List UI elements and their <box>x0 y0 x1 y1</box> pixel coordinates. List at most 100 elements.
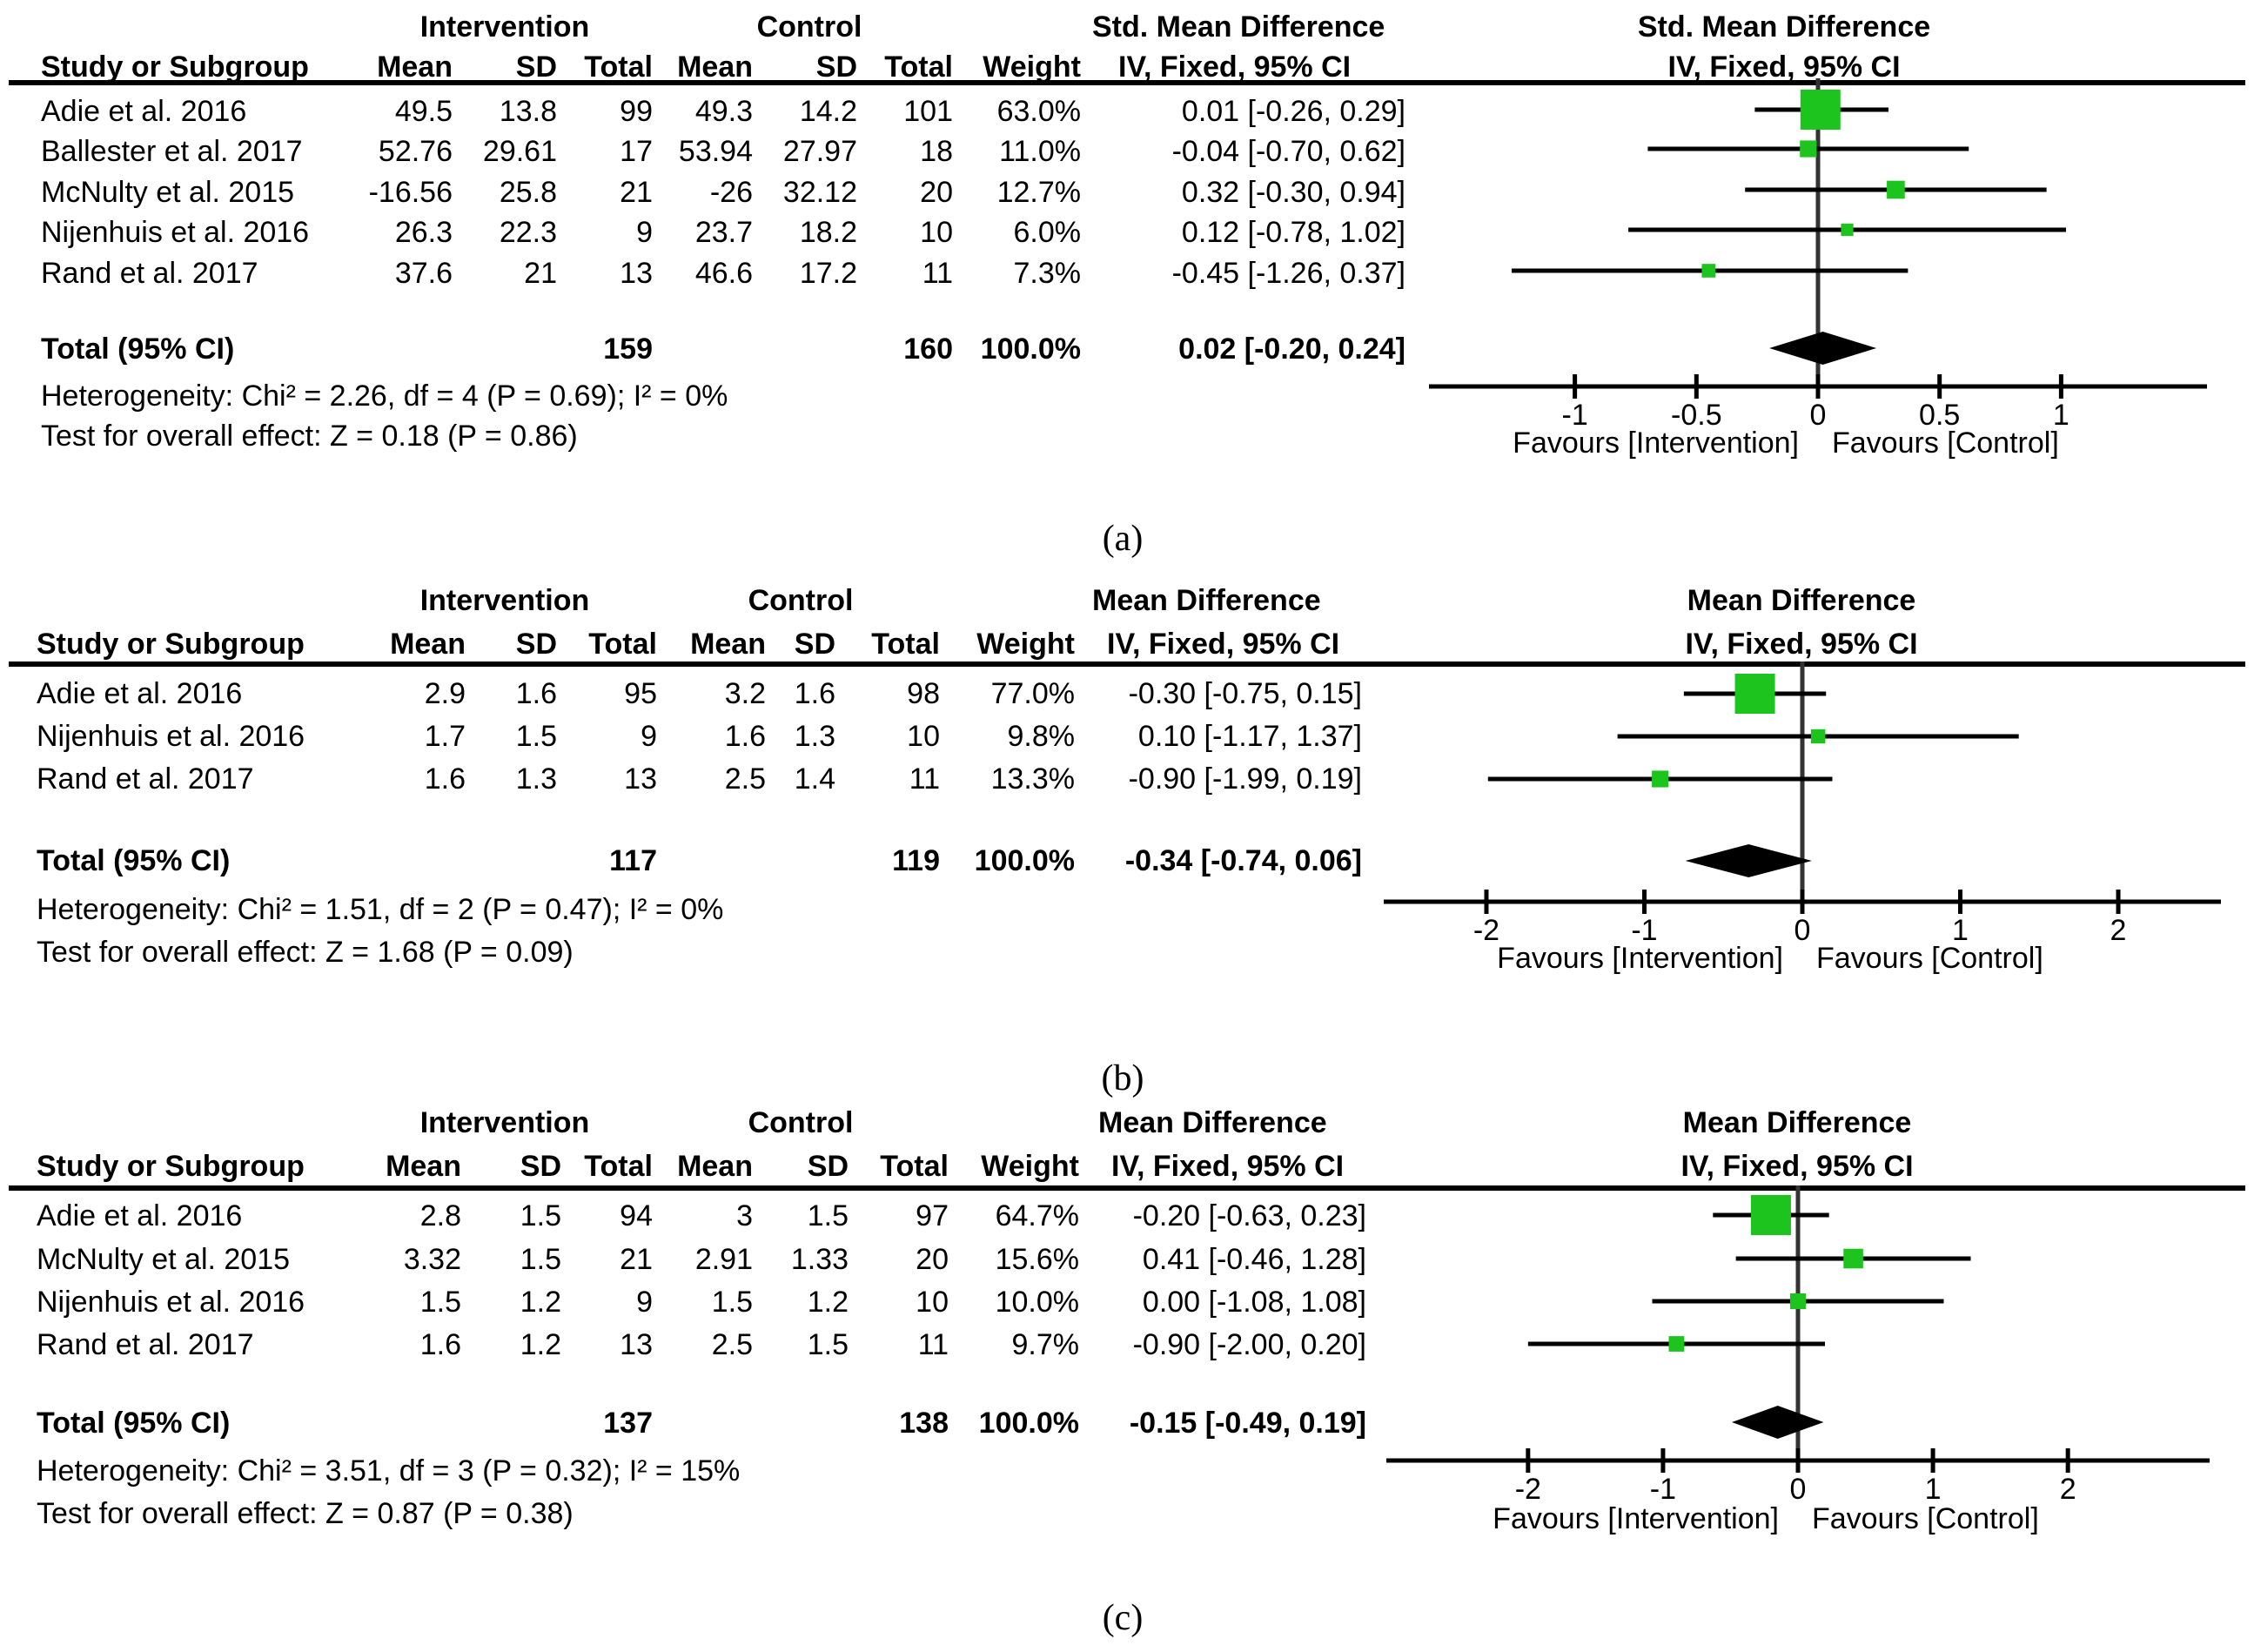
forest-panel-c: Intervention Control Mean Difference IV,… <box>0 1097 2254 1652</box>
ctl-total: 101 <box>903 95 953 128</box>
header-effect-method: IV, Fixed, 95% CI <box>1111 1150 1345 1183</box>
heterogeneity-text: Heterogeneity: Chi² = 1.51, df = 2 (P = … <box>37 893 724 926</box>
col-ctl-sd: SD <box>794 628 835 661</box>
col-ctl-mean: Mean <box>677 50 753 84</box>
forest-plot-c: -2 -1 0 1 2 Favours [Intervention] Favours [Co… <box>1386 1185 2210 1535</box>
total-label: Total (95% CI) <box>37 844 231 877</box>
plot-method: IV, Fixed, 95% CI <box>1667 50 1901 84</box>
study-name: Rand et al. 2017 <box>37 762 254 796</box>
col-int-total: Total <box>588 628 657 661</box>
int-sd: 1.5 <box>520 1243 561 1276</box>
header-control: Control <box>748 584 854 617</box>
header-intervention: Intervention <box>419 10 590 44</box>
col-weight: Weight <box>983 50 1081 84</box>
ctl-mean: 23.7 <box>694 216 753 249</box>
ci-text: 0.32 [-0.30, 0.94] <box>1181 176 1405 209</box>
col-study: Study or Subgroup <box>37 628 305 661</box>
int-mean: 1.7 <box>424 720 466 753</box>
int-sd: 21 <box>524 257 557 290</box>
int-sd: 1.5 <box>515 720 557 753</box>
int-total: 21 <box>620 176 653 209</box>
ci-text: 0.41 [-0.46, 1.28] <box>1142 1243 1366 1276</box>
ci-text: 0.00 [-1.08, 1.08] <box>1142 1286 1366 1319</box>
col-weight: Weight <box>976 628 1075 661</box>
ctl-total: 10 <box>916 1286 949 1319</box>
weight: 10.0% <box>995 1286 1079 1319</box>
x-tick-label: 0.5 <box>1919 399 1960 432</box>
favours-right-label: Favours [Control] <box>1832 426 2059 460</box>
col-study: Study or Subgroup <box>41 50 309 84</box>
x-tick-label: 2 <box>2110 914 2127 947</box>
x-tick-label: 0 <box>1810 399 1827 432</box>
ctl-total: 20 <box>916 1243 949 1276</box>
forest-panel-a: Intervention Control Std. Mean Differenc… <box>0 0 2254 557</box>
ctl-sd: 14.2 <box>799 95 857 128</box>
study-name: Adie et al. 2016 <box>41 95 247 128</box>
study-name: McNulty et al. 2015 <box>37 1243 291 1276</box>
study-name: Nijenhuis et al. 2016 <box>37 720 305 753</box>
col-int-total: Total <box>584 1150 653 1183</box>
ctl-sd: 1.3 <box>794 720 835 753</box>
int-sd: 1.2 <box>520 1286 561 1319</box>
ctl-mean: 2.91 <box>694 1243 753 1276</box>
total-label: Total (95% CI) <box>37 1407 231 1440</box>
total-ci-text: -0.15 [-0.49, 0.19] <box>1129 1407 1366 1440</box>
col-int-mean: Mean <box>386 1150 461 1183</box>
int-total: 13 <box>620 257 653 290</box>
int-sd: 29.61 <box>482 135 557 168</box>
forest-panel-b: Intervention Control Mean Difference IV,… <box>0 574 2254 1097</box>
int-mean: -16.56 <box>368 176 453 209</box>
study-name: Rand et al. 2017 <box>37 1328 254 1361</box>
int-sd: 13.8 <box>499 95 557 128</box>
x-tick-label: 1 <box>1952 914 1969 947</box>
ctl-mean: 49.3 <box>694 95 753 128</box>
weight: 11.0% <box>999 135 1081 168</box>
total-weight: 100.0% <box>980 332 1081 366</box>
ctl-total: 11 <box>917 1328 949 1361</box>
ctl-mean: 2.5 <box>724 762 766 796</box>
ctl-total: 11 <box>909 762 940 796</box>
study-name: McNulty et al. 2015 <box>41 176 295 209</box>
col-ctl-total: Total <box>884 50 953 84</box>
x-tick-label: 0 <box>1790 1473 1807 1506</box>
col-int-mean: Mean <box>390 628 466 661</box>
overall-effect-text: Test for overall effect: Z = 0.87 (P = 0… <box>37 1497 574 1530</box>
study-marker <box>1701 264 1716 278</box>
total-int: 137 <box>603 1407 653 1440</box>
total-ci-text: 0.02 [-0.20, 0.24] <box>1178 332 1405 366</box>
plot-title: Mean Difference <box>1687 584 1916 617</box>
total-ctl: 138 <box>899 1407 949 1440</box>
x-tick-label: -1 <box>1562 399 1588 432</box>
weight: 9.8% <box>1007 720 1076 753</box>
x-tick-label: 0 <box>1794 914 1811 947</box>
favours-left-label: Favours [Intervention] <box>1513 426 1799 460</box>
ctl-mean: 2.5 <box>711 1328 753 1361</box>
col-ctl-total: Total <box>871 628 940 661</box>
int-mean: 1.6 <box>424 762 466 796</box>
header-effect-method: IV, Fixed, 95% CI <box>1118 50 1352 84</box>
ctl-total: 18 <box>920 135 953 168</box>
int-total: 9 <box>641 720 657 753</box>
ctl-total: 11 <box>922 257 953 290</box>
col-ctl-total: Total <box>880 1150 949 1183</box>
col-int-total: Total <box>584 50 653 84</box>
int-sd: 1.5 <box>520 1199 561 1232</box>
pooled-diamond <box>1732 1406 1824 1439</box>
ctl-mean: 3.2 <box>724 677 766 710</box>
header-rule <box>9 1185 2245 1191</box>
header-effect-method: IV, Fixed, 95% CI <box>1107 628 1340 661</box>
int-mean: 37.6 <box>394 257 453 290</box>
col-ctl-sd: SD <box>807 1150 849 1183</box>
plot-title: Mean Difference <box>1682 1106 1912 1139</box>
ctl-total: 10 <box>907 720 940 753</box>
x-tick-label: 1 <box>1925 1473 1942 1506</box>
study-name: Nijenhuis et al. 2016 <box>37 1286 305 1319</box>
study-marker <box>1652 770 1669 788</box>
study-marker <box>1800 90 1841 130</box>
int-sd: 1.3 <box>515 762 557 796</box>
int-total: 13 <box>620 1328 653 1361</box>
ctl-sd: 17.2 <box>799 257 857 290</box>
int-sd: 25.8 <box>499 176 557 209</box>
int-sd: 1.6 <box>515 677 557 710</box>
favours-left-label: Favours [Intervention] <box>1497 942 1783 975</box>
